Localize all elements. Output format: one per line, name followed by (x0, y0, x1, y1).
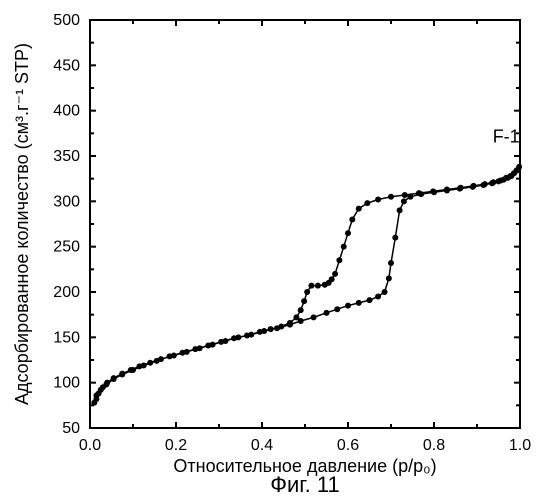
series-marker (130, 367, 136, 373)
series-marker (332, 271, 338, 277)
series-marker (430, 188, 436, 194)
x-tick-label: 0.0 (79, 437, 101, 454)
series-marker (444, 187, 450, 193)
y-tick-label: 100 (53, 375, 80, 392)
y-tick-label: 300 (53, 193, 80, 210)
series-marker (490, 179, 496, 185)
series-marker (298, 307, 304, 313)
series-marker (401, 198, 407, 204)
series-marker (471, 183, 477, 189)
series-marker (287, 320, 293, 326)
series-marker (392, 235, 398, 241)
series-marker (257, 329, 263, 335)
series-marker (154, 358, 160, 364)
series-marker (147, 360, 153, 366)
series-marker (402, 192, 408, 198)
series-label-f1: F-1 (493, 126, 520, 146)
series-marker (416, 190, 422, 196)
x-tick-label: 0.6 (337, 437, 359, 454)
series-marker (324, 310, 330, 316)
series-marker (93, 392, 99, 398)
series-marker (268, 326, 274, 332)
series-marker (278, 323, 284, 329)
series-marker (205, 342, 211, 348)
series-marker (482, 181, 488, 187)
series-marker (167, 353, 173, 359)
series-marker (311, 314, 317, 320)
series-marker (364, 200, 370, 206)
series-marker (322, 282, 328, 288)
series-marker (98, 387, 104, 393)
x-tick-label: 0.4 (251, 437, 273, 454)
series-marker (349, 216, 355, 222)
series-marker (293, 314, 299, 320)
series-marker (119, 372, 125, 378)
series-marker (301, 298, 307, 304)
series-marker (498, 177, 504, 183)
series-marker (304, 289, 310, 295)
plot-frame (90, 20, 520, 428)
series-marker (345, 303, 351, 309)
isotherm-chart: 0.0 0.2 0.4 0.6 0.8 1.0 50 100 150 200 250 300 350 40… (0, 0, 560, 500)
series-line-f1 (94, 167, 519, 403)
y-tick-label: 50 (62, 420, 80, 437)
series-marker (111, 376, 117, 382)
series-marker (308, 283, 314, 289)
series-marker (386, 275, 392, 281)
series-marker (503, 175, 509, 181)
x-tick-label: 1.0 (509, 437, 531, 454)
series-marker (382, 289, 388, 295)
series-marker (356, 206, 362, 212)
series-marker (458, 185, 464, 191)
series-marker (356, 300, 362, 306)
x-tick-label: 0.2 (165, 437, 187, 454)
series-marker (345, 230, 351, 236)
series-marker (336, 257, 342, 263)
series-marker (407, 194, 413, 200)
y-tick-label: 200 (53, 284, 80, 301)
series-marker (103, 381, 109, 387)
series-marker (179, 350, 185, 356)
y-tick-label: 150 (53, 329, 80, 346)
y-tick-label: 350 (53, 148, 80, 165)
chart-svg: 0.0 0.2 0.4 0.6 0.8 1.0 50 100 150 200 250 300 350 40… (0, 0, 560, 500)
series-marker (341, 244, 347, 250)
y-tick-label: 400 (53, 103, 80, 120)
series-marker (244, 333, 250, 339)
series-marker (388, 194, 394, 200)
x-tick-label: 0.8 (423, 437, 445, 454)
y-tick-label: 500 (53, 12, 80, 29)
series-marker (141, 362, 147, 368)
series-marker (231, 335, 237, 341)
series-marker (192, 346, 198, 352)
series-marker (375, 197, 381, 203)
series-marker (397, 207, 403, 213)
figure-caption: Фиг. 11 (270, 472, 339, 497)
y-tick-label: 450 (53, 57, 80, 74)
series-marker (367, 297, 373, 303)
series-marker (334, 306, 340, 312)
series-marker (315, 283, 321, 289)
y-tick-label: 250 (53, 239, 80, 256)
series-marker (388, 260, 394, 266)
y-axis-label: Адсорбированное количество (см³.г⁻¹ STP) (12, 43, 32, 405)
series-marker (375, 294, 381, 300)
series-marker (218, 339, 224, 345)
